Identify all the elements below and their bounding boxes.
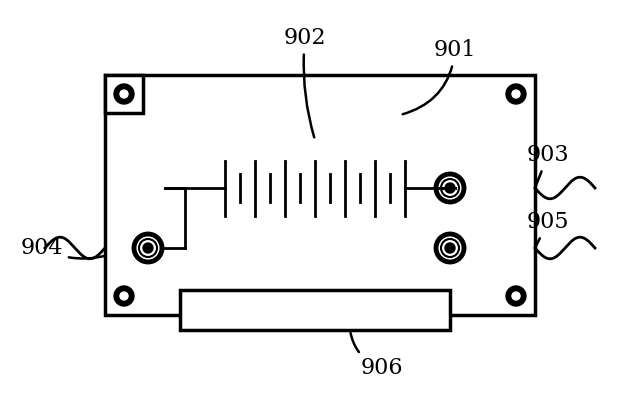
Circle shape bbox=[445, 183, 455, 193]
Circle shape bbox=[506, 286, 526, 306]
Circle shape bbox=[120, 90, 128, 98]
Circle shape bbox=[143, 243, 153, 253]
Circle shape bbox=[120, 292, 128, 300]
Text: 906: 906 bbox=[351, 333, 403, 379]
Circle shape bbox=[512, 90, 520, 98]
Circle shape bbox=[114, 286, 134, 306]
Text: 902: 902 bbox=[284, 27, 326, 137]
Bar bbox=[180, 290, 450, 330]
Circle shape bbox=[506, 84, 526, 104]
Circle shape bbox=[114, 84, 134, 104]
Text: 904: 904 bbox=[21, 237, 105, 259]
Bar bbox=[105, 75, 535, 315]
Bar bbox=[105, 75, 143, 113]
Circle shape bbox=[445, 243, 455, 253]
Text: 905: 905 bbox=[527, 211, 569, 246]
Text: 901: 901 bbox=[403, 39, 476, 114]
Text: 903: 903 bbox=[526, 144, 570, 185]
Circle shape bbox=[512, 292, 520, 300]
